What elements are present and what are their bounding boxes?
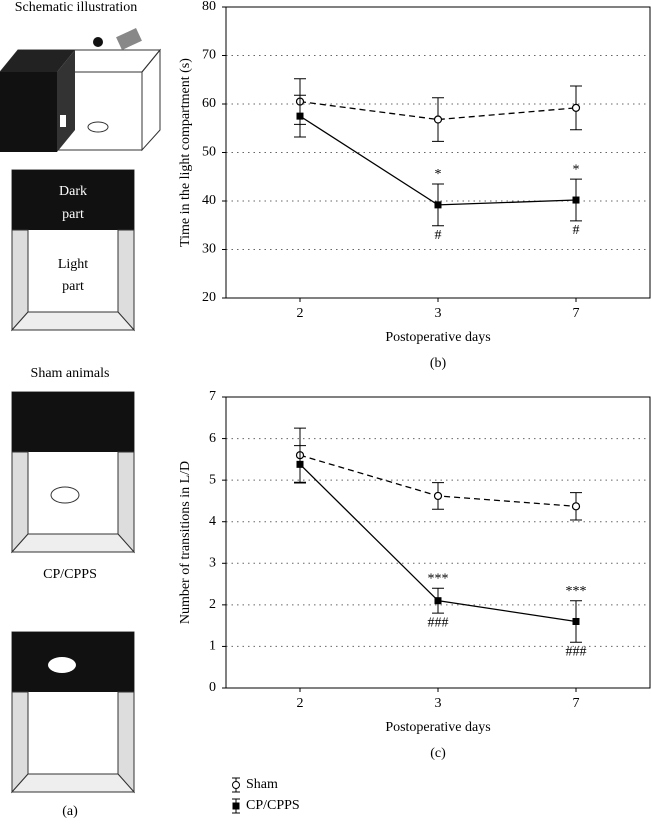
- y-tick-label: 5: [209, 472, 216, 487]
- x-tick-label: 7: [573, 306, 580, 321]
- y-axis-label: Time in the light compartment (s): [178, 58, 193, 247]
- light-label: Light: [58, 257, 88, 272]
- chart-caption: (b): [430, 356, 447, 371]
- dark-label: Dark: [59, 184, 87, 199]
- x-axis-label: Postoperative days: [385, 720, 490, 735]
- marker: [434, 201, 442, 209]
- annotation: *: [435, 167, 442, 182]
- x-tick-label: 3: [435, 696, 442, 711]
- annotation: #: [573, 223, 580, 238]
- x-axis-label: Postoperative days: [385, 330, 490, 345]
- y-tick-label: 1: [209, 639, 216, 654]
- y-tick-label: 20: [202, 290, 216, 305]
- panel-title: Schematic illustration: [15, 0, 137, 15]
- marker: [296, 112, 304, 120]
- legend-label: CP/CPPS: [246, 798, 300, 813]
- y-tick-label: 60: [202, 96, 216, 111]
- marker: [572, 617, 580, 625]
- light-label: part: [62, 279, 84, 294]
- y-tick-label: 2: [209, 597, 216, 612]
- marker: [433, 491, 443, 501]
- marker: [571, 103, 581, 112]
- dark-label: part: [62, 207, 84, 222]
- marker: [434, 597, 442, 605]
- y-tick-label: 6: [209, 431, 216, 446]
- cp-label: CP/CPPS: [43, 567, 97, 582]
- marker: [296, 460, 304, 468]
- y-tick-label: 40: [202, 193, 216, 208]
- y-tick-label: 7: [209, 389, 216, 404]
- marker: [572, 196, 580, 204]
- annotation: #: [435, 228, 442, 243]
- marker: [433, 115, 443, 124]
- annotation: ###: [566, 644, 587, 659]
- y-tick-label: 0: [209, 680, 216, 695]
- series-line: [299, 100, 577, 121]
- x-tick-label: 3: [435, 306, 442, 321]
- annotation: ***: [428, 571, 449, 586]
- x-tick-label: 2: [297, 696, 304, 711]
- annotation: ***: [566, 584, 587, 599]
- legend-marker: [232, 781, 240, 789]
- box-diagram: [10, 169, 136, 332]
- box-diagram: [10, 631, 136, 794]
- apparatus: [0, 28, 162, 152]
- chart-caption: (c): [430, 746, 446, 761]
- marker: [571, 502, 581, 511]
- box-diagram: [10, 391, 136, 554]
- y-axis-label: Number of transitions in L/D: [178, 461, 193, 624]
- plot-frame: [225, 6, 651, 299]
- panel-caption: (a): [62, 804, 78, 819]
- y-tick-label: 30: [202, 242, 216, 257]
- legend-label: Sham: [246, 777, 278, 792]
- legend-marker: [232, 802, 240, 810]
- y-tick-label: 80: [202, 0, 216, 14]
- x-tick-label: 2: [297, 306, 304, 321]
- annotation: ###: [428, 615, 449, 630]
- y-tick-label: 50: [202, 145, 216, 160]
- x-tick-label: 7: [573, 696, 580, 711]
- y-tick-label: 3: [209, 556, 216, 571]
- y-tick-label: 4: [209, 514, 216, 529]
- annotation: *: [573, 162, 580, 177]
- sham-label: Sham animals: [31, 366, 110, 381]
- y-tick-label: 70: [202, 48, 216, 63]
